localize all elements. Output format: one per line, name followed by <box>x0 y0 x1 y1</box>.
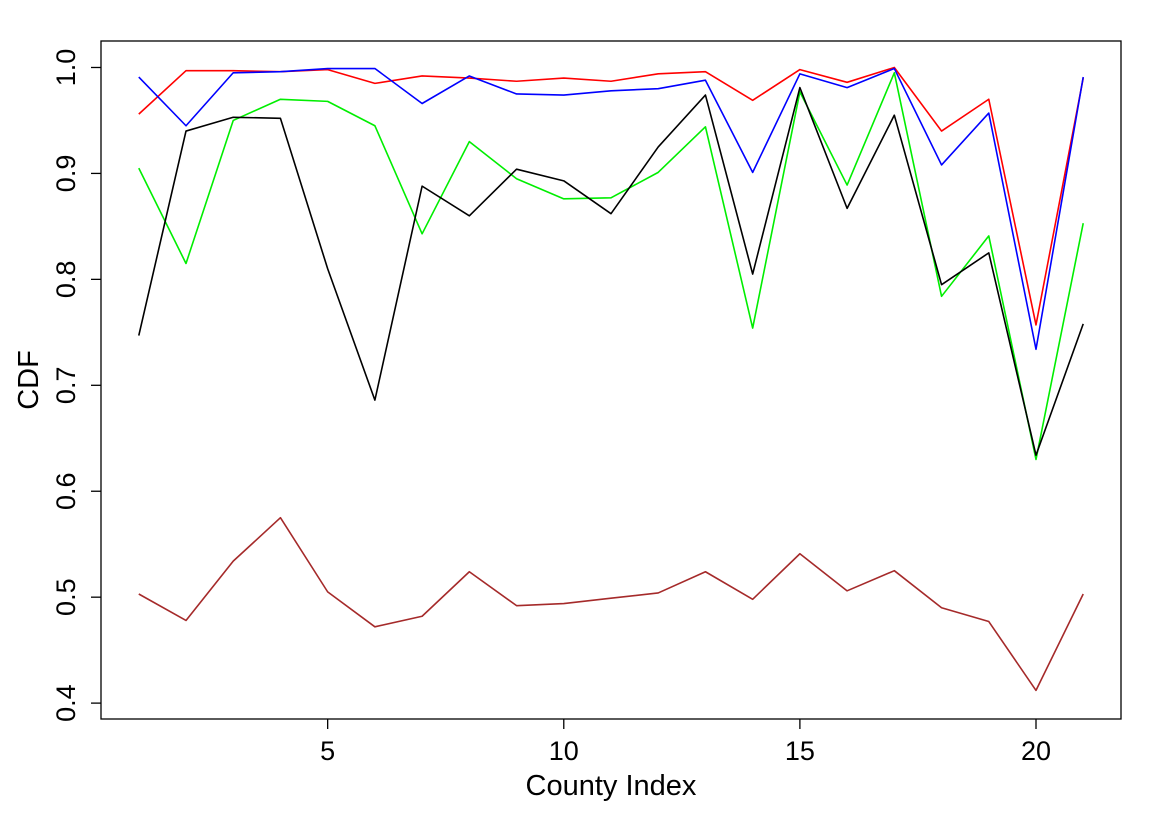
plot-frame <box>100 40 1122 720</box>
x-axis: 5 10 15 20 <box>320 719 1051 766</box>
y-axis: 0.4 0.5 0.6 0.7 0.8 0.9 1.0 <box>51 49 101 722</box>
y-tick-label: 0.4 <box>51 684 81 722</box>
series-line-4 <box>138 86 1084 457</box>
y-tick-label: 0.5 <box>51 578 81 616</box>
x-tick-label: 20 <box>1021 736 1051 766</box>
x-tick-label: 5 <box>320 736 335 766</box>
series-layer <box>138 66 1085 692</box>
series-line-5 <box>138 516 1084 692</box>
y-tick-label: 1.0 <box>51 49 81 87</box>
series-line-2 <box>138 67 1085 351</box>
y-tick-label: 0.9 <box>51 155 81 193</box>
y-tick-label: 0.7 <box>51 367 81 405</box>
x-axis-title: County Index <box>526 770 697 802</box>
series-line-1 <box>138 66 1085 326</box>
y-tick-label: 0.8 <box>51 261 81 299</box>
y-axis-title: CDF <box>13 350 45 410</box>
series-line-3 <box>138 71 1085 461</box>
y-tick-label: 0.6 <box>51 472 81 510</box>
x-tick-label: 10 <box>549 736 579 766</box>
x-tick-label: 15 <box>785 736 815 766</box>
